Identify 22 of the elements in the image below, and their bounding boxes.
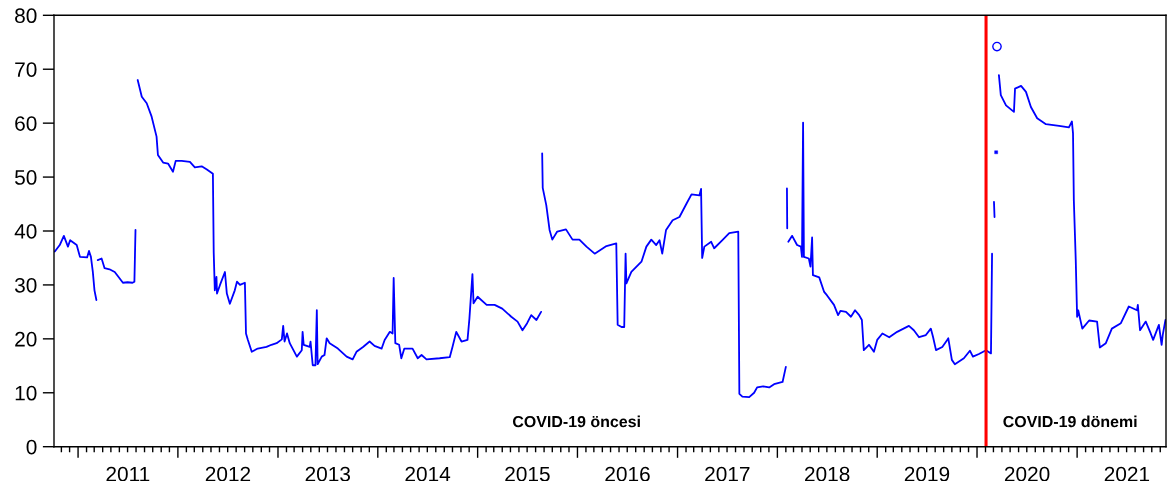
x-tick-label: 2020: [1004, 466, 1050, 481]
x-tick-label: 2021: [1104, 466, 1150, 481]
y-tick-label: 30: [14, 277, 37, 293]
y-tick-label: 60: [15, 116, 37, 131]
x-tick-label: 2015: [505, 466, 550, 481]
x-tick-label: 2018: [805, 466, 850, 481]
annotation: COVID-19 öncesi: [512, 415, 640, 428]
y-tick-label: 0: [26, 439, 37, 455]
y-tick-label: 70: [15, 62, 37, 77]
x-tick-label: 2011: [106, 466, 150, 481]
x-tick-label: 2014: [405, 466, 451, 481]
annotation: COVID-19 dönemi: [1003, 415, 1137, 428]
x-tick-label: 2016: [605, 466, 650, 481]
y-tick-label: 40: [14, 224, 37, 239]
x-tick-label: 2013: [305, 466, 351, 481]
y-tick-label: 80: [15, 8, 37, 24]
x-tick-label: 2012: [205, 466, 251, 481]
y-tick-label: 50: [15, 170, 37, 185]
y-tick-label: 10: [15, 385, 37, 401]
y-tick-label: 20: [15, 331, 37, 347]
x-tick-label: 2019: [904, 466, 950, 481]
x-tick-label: 2017: [705, 466, 750, 481]
